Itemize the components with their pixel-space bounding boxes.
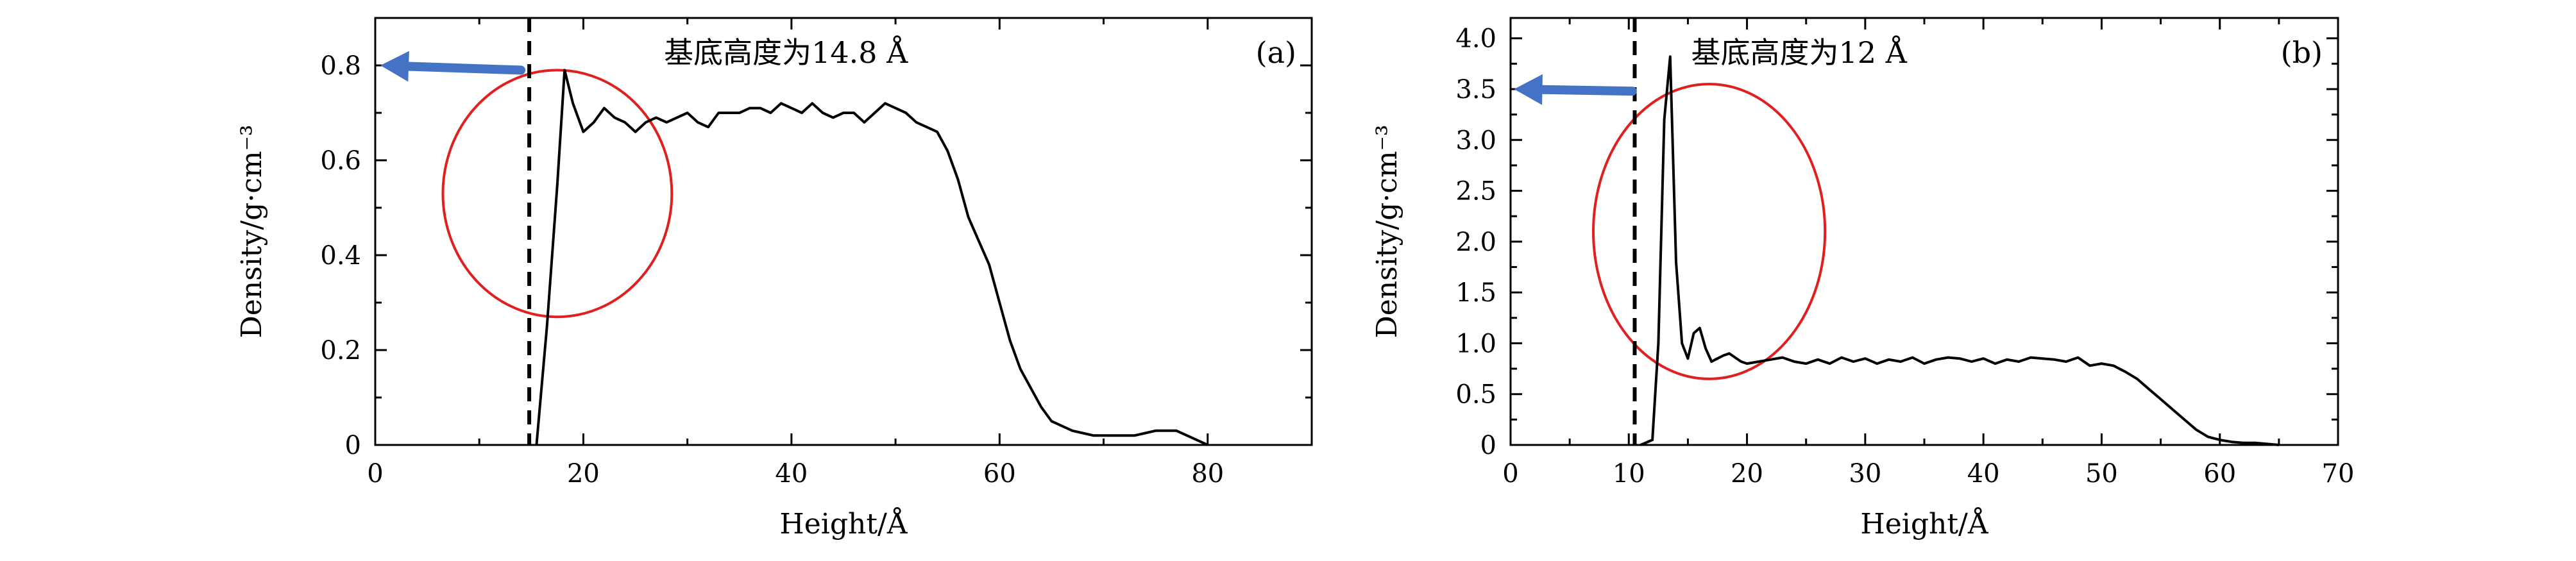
substrate-height-annotation: 基底高度为12 Å (1691, 35, 1908, 70)
y-tick-label: 1.0 (1455, 329, 1496, 358)
y-tick-label: 1.5 (1455, 278, 1496, 308)
x-tick-label: 70 (2322, 459, 2355, 489)
x-tick-label: 80 (1191, 459, 1224, 489)
y-tick-label: 0.2 (320, 336, 361, 365)
y-tick-label: 0 (1480, 431, 1496, 460)
x-axis-label: Height/Å (1860, 507, 1988, 540)
x-tick-label: 60 (2203, 459, 2236, 489)
density-series-line (535, 69, 1208, 446)
y-tick-label: 2.0 (1455, 228, 1496, 257)
x-tick-label: 20 (567, 459, 600, 489)
y-axis-label: Density/g·cm⁻³ (1371, 124, 1403, 338)
highlight-circle (441, 69, 674, 319)
panel-label: (b) (2281, 35, 2323, 70)
arrow-head (380, 51, 409, 82)
plot-frame (374, 17, 1313, 446)
x-tick-label: 60 (983, 459, 1016, 489)
y-tick-label: 3.0 (1455, 126, 1496, 155)
x-tick-label: 50 (2085, 459, 2118, 489)
chart-panel-b: 0 10 20 30 40 50 60 70 0 0.5 1.0 1.5 2.0 2.5 3.0 3.5 4.0… (1371, 17, 2355, 540)
x-tick-label: 10 (1613, 459, 1645, 489)
x-tick-label: 0 (367, 459, 383, 489)
x-tick-label: 40 (775, 459, 808, 489)
arrow-shaft (1538, 85, 1637, 96)
x-axis-label: Height/Å (779, 507, 908, 540)
substrate-height-annotation: 基底高度为14.8 Å (664, 35, 908, 70)
y-tick-label: 4.0 (1455, 24, 1496, 54)
arrow-head (1514, 74, 1543, 105)
x-tick-label: 30 (1849, 459, 1881, 489)
y-tick-label: 3.5 (1455, 75, 1496, 105)
x-tick-label: 0 (1502, 459, 1518, 489)
y-tick-label: 0.5 (1455, 380, 1496, 410)
y-tick-label: 0.6 (320, 146, 361, 176)
y-tick-label: 0.4 (320, 241, 361, 271)
density-series-line (1640, 55, 2280, 446)
y-tick-label: 0.8 (320, 51, 361, 81)
highlight-circle (1592, 83, 1827, 380)
y-tick-label: 0 (345, 431, 361, 460)
x-tick-label: 40 (1967, 459, 2000, 489)
x-tick-label: 20 (1731, 459, 1763, 489)
y-axis-label: Density/g·cm⁻³ (235, 124, 268, 338)
y-tick-label: 2.5 (1455, 177, 1496, 206)
chart-panel-a: 0 20 40 60 80 0 0.2 0.4 0.6 0.8 Height/Å Density/g·… (235, 17, 1313, 540)
arrow-shaft (404, 62, 526, 75)
panel-label: (a) (1256, 35, 1296, 70)
